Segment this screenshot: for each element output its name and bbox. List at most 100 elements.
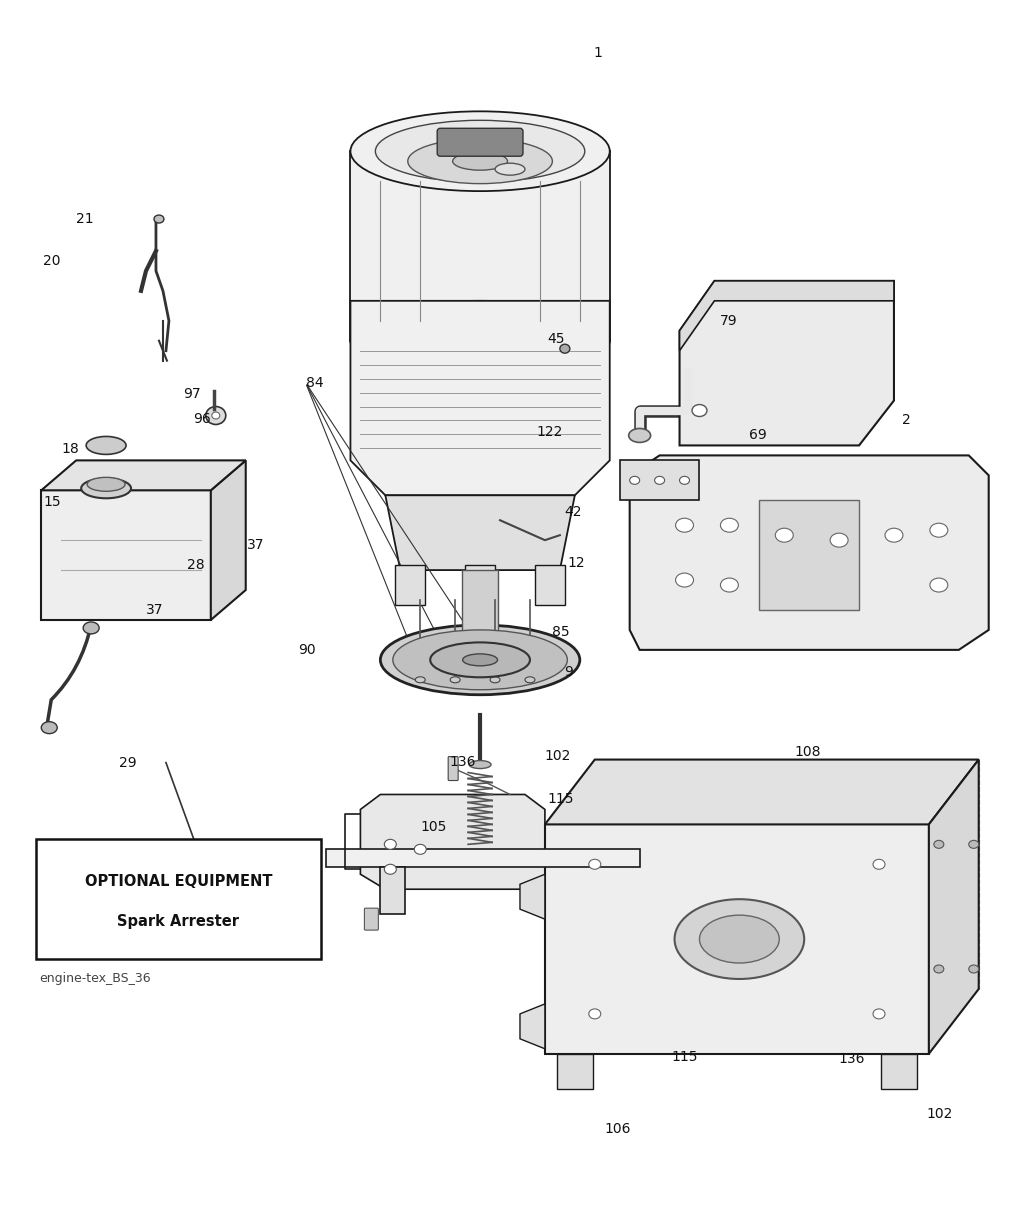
Polygon shape xyxy=(881,1054,916,1088)
Text: 45: 45 xyxy=(547,331,564,346)
Ellipse shape xyxy=(589,1009,601,1019)
Ellipse shape xyxy=(451,677,460,683)
Ellipse shape xyxy=(680,476,689,484)
Text: 115: 115 xyxy=(548,793,574,806)
Polygon shape xyxy=(350,301,609,495)
Text: 37: 37 xyxy=(247,539,264,552)
Text: OPTIONAL EQUIPMENT: OPTIONAL EQUIPMENT xyxy=(85,874,272,889)
Ellipse shape xyxy=(463,654,498,666)
Ellipse shape xyxy=(350,301,609,381)
Text: 9: 9 xyxy=(564,665,572,678)
Ellipse shape xyxy=(676,574,693,587)
Polygon shape xyxy=(535,565,565,605)
Ellipse shape xyxy=(654,476,665,484)
Text: 106: 106 xyxy=(605,1122,631,1135)
Ellipse shape xyxy=(376,120,585,182)
Ellipse shape xyxy=(930,523,948,537)
Ellipse shape xyxy=(885,528,903,542)
Polygon shape xyxy=(929,759,979,1054)
Ellipse shape xyxy=(384,840,396,850)
Ellipse shape xyxy=(525,677,535,683)
Polygon shape xyxy=(462,570,498,649)
Polygon shape xyxy=(620,460,699,500)
Text: 96: 96 xyxy=(193,411,211,425)
Text: 12: 12 xyxy=(568,556,586,570)
Ellipse shape xyxy=(206,406,225,424)
Ellipse shape xyxy=(380,625,580,695)
Text: 29: 29 xyxy=(119,756,136,770)
Ellipse shape xyxy=(676,518,693,533)
Text: 85: 85 xyxy=(552,625,569,639)
Ellipse shape xyxy=(87,477,125,492)
Ellipse shape xyxy=(81,478,131,499)
Ellipse shape xyxy=(629,429,650,442)
Polygon shape xyxy=(211,460,246,619)
Text: Spark Arrester: Spark Arrester xyxy=(118,913,240,929)
Ellipse shape xyxy=(830,533,848,547)
Ellipse shape xyxy=(934,965,944,972)
Text: 90: 90 xyxy=(299,643,316,657)
Ellipse shape xyxy=(560,345,569,353)
Text: 136: 136 xyxy=(450,754,476,769)
Text: 136: 136 xyxy=(838,1052,864,1065)
Ellipse shape xyxy=(721,578,738,592)
Polygon shape xyxy=(760,500,859,610)
Ellipse shape xyxy=(495,163,525,175)
Polygon shape xyxy=(465,565,495,605)
Text: 122: 122 xyxy=(537,425,563,440)
Text: 102: 102 xyxy=(927,1106,953,1121)
Text: 42: 42 xyxy=(564,505,582,519)
Text: 105: 105 xyxy=(420,821,446,834)
Ellipse shape xyxy=(969,965,979,972)
Text: 97: 97 xyxy=(183,387,201,400)
Polygon shape xyxy=(385,495,574,570)
Ellipse shape xyxy=(675,899,804,978)
Ellipse shape xyxy=(490,677,500,683)
Polygon shape xyxy=(360,794,545,889)
Text: 2: 2 xyxy=(902,413,910,428)
Ellipse shape xyxy=(699,915,779,963)
Text: engine-tex_BS_36: engine-tex_BS_36 xyxy=(39,972,151,986)
Ellipse shape xyxy=(692,405,707,417)
Text: 20: 20 xyxy=(43,254,60,268)
Text: 108: 108 xyxy=(795,745,820,759)
Text: 1: 1 xyxy=(594,47,603,60)
Polygon shape xyxy=(557,1054,593,1088)
Ellipse shape xyxy=(86,436,126,454)
FancyBboxPatch shape xyxy=(437,128,523,157)
Polygon shape xyxy=(41,460,246,490)
Ellipse shape xyxy=(415,845,426,854)
Ellipse shape xyxy=(589,859,601,869)
Ellipse shape xyxy=(393,630,567,689)
Polygon shape xyxy=(41,490,211,619)
Text: 102: 102 xyxy=(545,748,571,763)
Text: 21: 21 xyxy=(76,212,94,227)
Ellipse shape xyxy=(934,840,944,848)
Ellipse shape xyxy=(630,476,640,484)
Polygon shape xyxy=(520,875,545,919)
Ellipse shape xyxy=(384,864,396,875)
Polygon shape xyxy=(350,151,609,341)
Ellipse shape xyxy=(408,139,552,183)
Polygon shape xyxy=(520,1004,545,1048)
Polygon shape xyxy=(326,850,640,868)
Ellipse shape xyxy=(930,578,948,592)
Polygon shape xyxy=(680,281,894,446)
Polygon shape xyxy=(395,565,425,605)
Text: 15: 15 xyxy=(43,495,60,510)
Ellipse shape xyxy=(873,1009,885,1019)
Text: 69: 69 xyxy=(750,429,767,442)
Ellipse shape xyxy=(154,214,164,223)
Ellipse shape xyxy=(83,622,99,634)
Polygon shape xyxy=(545,759,979,824)
Text: 37: 37 xyxy=(146,602,164,617)
Bar xyxy=(36,840,321,959)
Polygon shape xyxy=(545,824,929,1054)
Ellipse shape xyxy=(775,528,794,542)
Ellipse shape xyxy=(41,722,57,734)
Polygon shape xyxy=(630,455,989,649)
Text: 28: 28 xyxy=(187,558,205,572)
Ellipse shape xyxy=(873,859,885,869)
Ellipse shape xyxy=(469,760,492,769)
FancyBboxPatch shape xyxy=(449,757,458,781)
